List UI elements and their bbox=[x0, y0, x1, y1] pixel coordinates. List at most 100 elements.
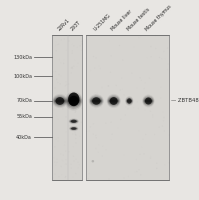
Text: Mouse thymus: Mouse thymus bbox=[145, 4, 173, 32]
Ellipse shape bbox=[72, 67, 73, 68]
Ellipse shape bbox=[80, 45, 81, 47]
Ellipse shape bbox=[117, 104, 118, 105]
Ellipse shape bbox=[62, 108, 63, 110]
Ellipse shape bbox=[145, 100, 152, 102]
Ellipse shape bbox=[109, 100, 118, 102]
Ellipse shape bbox=[116, 85, 117, 86]
Ellipse shape bbox=[89, 95, 103, 107]
Ellipse shape bbox=[65, 116, 67, 118]
Bar bbox=[52, 35, 82, 180]
Ellipse shape bbox=[65, 93, 82, 109]
Ellipse shape bbox=[126, 99, 132, 103]
Ellipse shape bbox=[127, 98, 132, 104]
Ellipse shape bbox=[136, 171, 138, 172]
Ellipse shape bbox=[73, 155, 74, 157]
Ellipse shape bbox=[95, 135, 97, 136]
Ellipse shape bbox=[126, 98, 133, 104]
Ellipse shape bbox=[89, 94, 104, 108]
Ellipse shape bbox=[142, 95, 155, 107]
Ellipse shape bbox=[70, 127, 77, 130]
Ellipse shape bbox=[66, 95, 81, 107]
Ellipse shape bbox=[139, 77, 141, 78]
Ellipse shape bbox=[73, 108, 74, 110]
Ellipse shape bbox=[144, 99, 153, 103]
Ellipse shape bbox=[162, 125, 163, 127]
Bar bbox=[86, 35, 169, 180]
Ellipse shape bbox=[75, 95, 76, 96]
Ellipse shape bbox=[68, 40, 70, 42]
Ellipse shape bbox=[69, 96, 79, 106]
Ellipse shape bbox=[107, 94, 121, 108]
Text: Mouse liver: Mouse liver bbox=[110, 9, 133, 32]
Ellipse shape bbox=[92, 160, 94, 162]
Text: — ZBTB48: — ZBTB48 bbox=[171, 98, 199, 103]
Ellipse shape bbox=[96, 92, 98, 94]
Ellipse shape bbox=[110, 97, 118, 105]
Ellipse shape bbox=[52, 177, 54, 179]
Ellipse shape bbox=[71, 120, 77, 123]
Ellipse shape bbox=[138, 169, 140, 170]
Ellipse shape bbox=[127, 100, 132, 102]
Text: Mouse testis: Mouse testis bbox=[126, 7, 150, 32]
Ellipse shape bbox=[56, 97, 64, 105]
Ellipse shape bbox=[150, 46, 152, 47]
Ellipse shape bbox=[108, 96, 120, 106]
Ellipse shape bbox=[65, 176, 66, 177]
Ellipse shape bbox=[63, 63, 64, 64]
Ellipse shape bbox=[69, 119, 78, 123]
Ellipse shape bbox=[72, 68, 73, 69]
Ellipse shape bbox=[71, 128, 77, 129]
Ellipse shape bbox=[93, 56, 94, 57]
Ellipse shape bbox=[143, 96, 154, 106]
Text: 293T: 293T bbox=[70, 20, 82, 32]
Ellipse shape bbox=[55, 99, 65, 103]
Ellipse shape bbox=[70, 127, 78, 130]
Ellipse shape bbox=[156, 168, 157, 169]
Ellipse shape bbox=[95, 57, 97, 59]
Ellipse shape bbox=[140, 174, 141, 176]
Ellipse shape bbox=[68, 99, 79, 103]
Ellipse shape bbox=[110, 121, 112, 123]
Ellipse shape bbox=[70, 120, 78, 123]
Ellipse shape bbox=[91, 98, 102, 104]
Ellipse shape bbox=[88, 99, 90, 100]
Ellipse shape bbox=[126, 97, 133, 105]
Ellipse shape bbox=[145, 97, 152, 105]
Ellipse shape bbox=[159, 57, 160, 58]
Ellipse shape bbox=[75, 173, 76, 174]
Text: 55kDa: 55kDa bbox=[16, 114, 32, 119]
Ellipse shape bbox=[67, 96, 81, 106]
Ellipse shape bbox=[97, 103, 99, 105]
Ellipse shape bbox=[96, 137, 97, 138]
Ellipse shape bbox=[95, 94, 96, 95]
Ellipse shape bbox=[58, 137, 59, 139]
Ellipse shape bbox=[70, 120, 77, 122]
Ellipse shape bbox=[58, 74, 60, 75]
Ellipse shape bbox=[108, 97, 119, 105]
Ellipse shape bbox=[144, 98, 153, 104]
Ellipse shape bbox=[81, 108, 82, 109]
Ellipse shape bbox=[65, 92, 83, 110]
Ellipse shape bbox=[54, 97, 66, 105]
Ellipse shape bbox=[156, 163, 157, 164]
Ellipse shape bbox=[143, 97, 154, 105]
Ellipse shape bbox=[71, 121, 77, 122]
Ellipse shape bbox=[91, 99, 101, 103]
Ellipse shape bbox=[68, 92, 79, 106]
Ellipse shape bbox=[71, 127, 76, 130]
Ellipse shape bbox=[92, 100, 101, 102]
Ellipse shape bbox=[73, 160, 75, 162]
Ellipse shape bbox=[69, 119, 79, 124]
Ellipse shape bbox=[107, 95, 120, 107]
Ellipse shape bbox=[71, 67, 72, 69]
Ellipse shape bbox=[90, 96, 103, 106]
Ellipse shape bbox=[69, 35, 70, 37]
Ellipse shape bbox=[88, 178, 89, 179]
Ellipse shape bbox=[92, 97, 100, 105]
Ellipse shape bbox=[111, 133, 113, 135]
Text: U-251MG: U-251MG bbox=[93, 13, 112, 32]
Ellipse shape bbox=[68, 98, 80, 104]
Ellipse shape bbox=[158, 126, 160, 128]
Ellipse shape bbox=[52, 94, 68, 108]
Ellipse shape bbox=[69, 126, 78, 131]
